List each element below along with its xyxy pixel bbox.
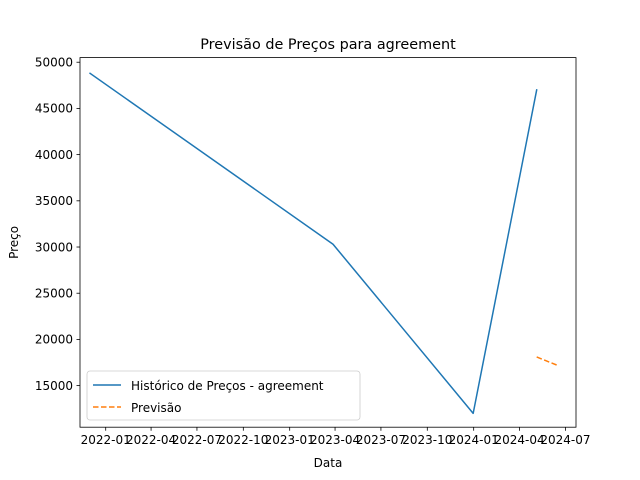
x-tick-label: 2023-04 [310,433,360,447]
x-tick-label: 2023-01 [265,433,315,447]
chart-title: Previsão de Preços para agreement [200,37,456,53]
y-tick-label: 15000 [35,379,73,393]
y-tick-label: 25000 [35,287,73,301]
x-tick-label: 2023-10 [402,433,452,447]
legend: Histórico de Preços - agreement Previsão [86,370,361,421]
forecast-line [536,356,558,366]
y-tick-label: 45000 [35,102,73,116]
y-tick-label: 20000 [35,333,73,347]
x-tick-label: 2024-01 [449,433,499,447]
x-axis: 2022-012022-042022-072022-102023-012023-… [81,427,590,447]
y-tick-label: 35000 [35,194,73,208]
y-axis-label: Preço [7,226,21,259]
legend-label-history: Histórico de Preços - agreement [131,379,324,393]
y-tick-label: 40000 [35,148,73,162]
x-axis-label: Data [314,456,343,470]
history-line [89,72,538,415]
plot-area [89,72,558,415]
y-tick-label: 30000 [35,240,73,254]
x-tick-label: 2022-07 [172,433,222,447]
x-tick-label: 2022-01 [81,433,131,447]
x-tick-label: 2023-07 [356,433,406,447]
y-tick-label: 50000 [35,56,73,70]
legend-box [86,370,361,421]
x-tick-label: 2022-04 [126,433,176,447]
x-tick-label: 2022-10 [218,433,268,447]
legend-label-forecast: Previsão [131,401,181,415]
axes-frame [79,57,577,428]
x-tick-label: 2024-07 [540,433,590,447]
x-tick-label: 2024-04 [494,433,544,447]
y-axis: 15000 20000 25000 30000 35000 40000 45000 50000 [35,56,80,393]
